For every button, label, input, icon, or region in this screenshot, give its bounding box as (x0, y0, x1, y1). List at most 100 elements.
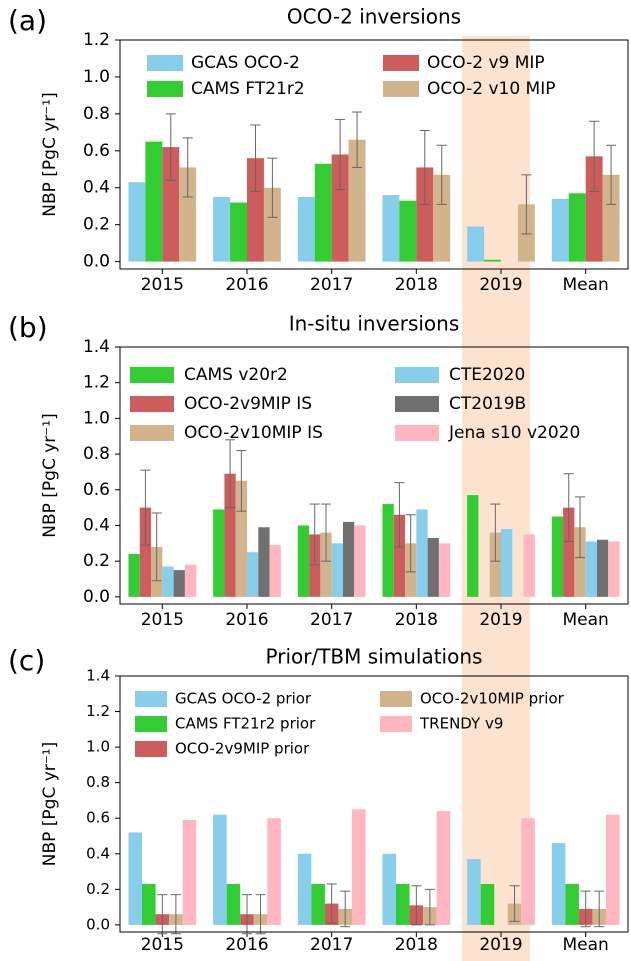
bar (480, 884, 495, 925)
x-tick-label: 2017 (310, 935, 353, 955)
chart-title: Prior/TBM simulations (266, 645, 483, 669)
bar (139, 507, 152, 597)
y-tick-label: 0.0 (83, 587, 110, 607)
bar (182, 820, 197, 925)
y-tick-label: 0.8 (86, 773, 110, 791)
bar (585, 541, 597, 597)
bar (142, 884, 156, 925)
legend-label: OCO-2v9MIP IS (184, 394, 312, 414)
y-tick-label: 0.0 (83, 252, 110, 272)
y-tick-label: 0.2 (86, 880, 110, 898)
bar (605, 814, 620, 925)
x-tick-label: 2016 (225, 610, 268, 630)
bar (484, 259, 501, 262)
y-tick-label: 0.6 (83, 141, 110, 161)
error-bar (411, 885, 422, 926)
bar (213, 814, 227, 925)
y-axis-label: NBP [PgC yr⁻¹] (40, 742, 60, 866)
error-bar (340, 890, 351, 928)
axes-frame (119, 346, 629, 605)
x-tick-label: 2015 (141, 935, 184, 955)
bar (382, 504, 394, 597)
error-bar (436, 144, 447, 205)
bar (331, 154, 349, 262)
x-tick-label: Mean (563, 935, 609, 955)
bar (173, 570, 185, 597)
x-tick-label: 2019 (479, 610, 522, 630)
axes-frame (119, 39, 629, 270)
error-bar (236, 450, 247, 512)
bar (269, 545, 281, 597)
bar (608, 541, 620, 597)
x-tick-label: 2015 (141, 610, 184, 630)
x-tick-label: 2019 (479, 275, 522, 295)
bar (128, 832, 143, 925)
legend-label: OCO-2v9MIP prior (175, 740, 310, 758)
error-bar (335, 118, 346, 191)
error-bar (309, 503, 320, 566)
bar (399, 200, 417, 262)
legend-label: CT2019B (449, 394, 526, 414)
error-bar (606, 144, 617, 205)
bar (596, 539, 609, 597)
bar (551, 516, 564, 597)
legend-swatch (380, 716, 412, 732)
legend-swatch (395, 396, 439, 412)
legend-swatch (383, 81, 419, 97)
error-bar (170, 894, 181, 935)
bar (213, 509, 225, 597)
bar (574, 527, 586, 597)
y-tick-label: 1.0 (83, 67, 110, 87)
x-tick-label: 2016 (225, 935, 268, 955)
panel-label: (c) (8, 644, 45, 677)
bar (565, 884, 579, 925)
bar (563, 507, 575, 597)
bar (309, 534, 321, 597)
error-bar (352, 111, 363, 168)
error-bar (182, 137, 193, 198)
x-tick-label: Mean (563, 275, 609, 295)
error-bar (419, 129, 430, 205)
error-bar (225, 439, 236, 509)
legend-label: OCO-2v10MIP prior (420, 690, 565, 708)
legend-swatch (147, 81, 183, 97)
bar (297, 525, 310, 597)
y-tick-label: 1.0 (86, 738, 110, 756)
legend-swatch (130, 425, 174, 441)
y-tick-label: 1.2 (83, 373, 110, 393)
error-bar (580, 890, 591, 928)
x-tick-label: Mean (563, 610, 609, 630)
y-tick-label: 0.4 (83, 515, 110, 535)
bar (247, 552, 259, 597)
bar (523, 534, 535, 597)
x-tick-label: 2017 (310, 610, 353, 630)
bar (602, 174, 620, 262)
x-tick-label: 2015 (141, 275, 184, 295)
y-tick-label: 0.6 (83, 480, 110, 500)
bar (489, 532, 501, 597)
y-tick-label: 0.4 (86, 844, 110, 862)
bar (213, 196, 231, 262)
bar (467, 859, 481, 925)
bar (230, 202, 247, 262)
error-bar (594, 890, 605, 928)
y-tick-label: 1.2 (86, 702, 110, 720)
legend-swatch (395, 425, 439, 441)
error-bar (394, 482, 405, 548)
y-axis-label: NBP [PgC yr⁻¹] (40, 413, 60, 537)
error-bar (140, 469, 151, 546)
legend-label: OCO-2 v10 MIP (427, 79, 556, 99)
error-bar (165, 113, 176, 181)
bar (297, 853, 312, 925)
bar (551, 843, 566, 925)
bar (416, 167, 434, 262)
bar (382, 195, 400, 262)
x-tick-label: 2018 (395, 935, 438, 955)
y-tick-label: 0.8 (83, 104, 110, 124)
bar (396, 884, 410, 925)
legend-label: GCAS OCO-2 prior (175, 690, 312, 708)
error-bar (490, 503, 501, 562)
error-bar (151, 512, 162, 582)
y-tick-label: 0.6 (86, 809, 110, 827)
chart-title: OCO-2 inversions (287, 5, 461, 29)
